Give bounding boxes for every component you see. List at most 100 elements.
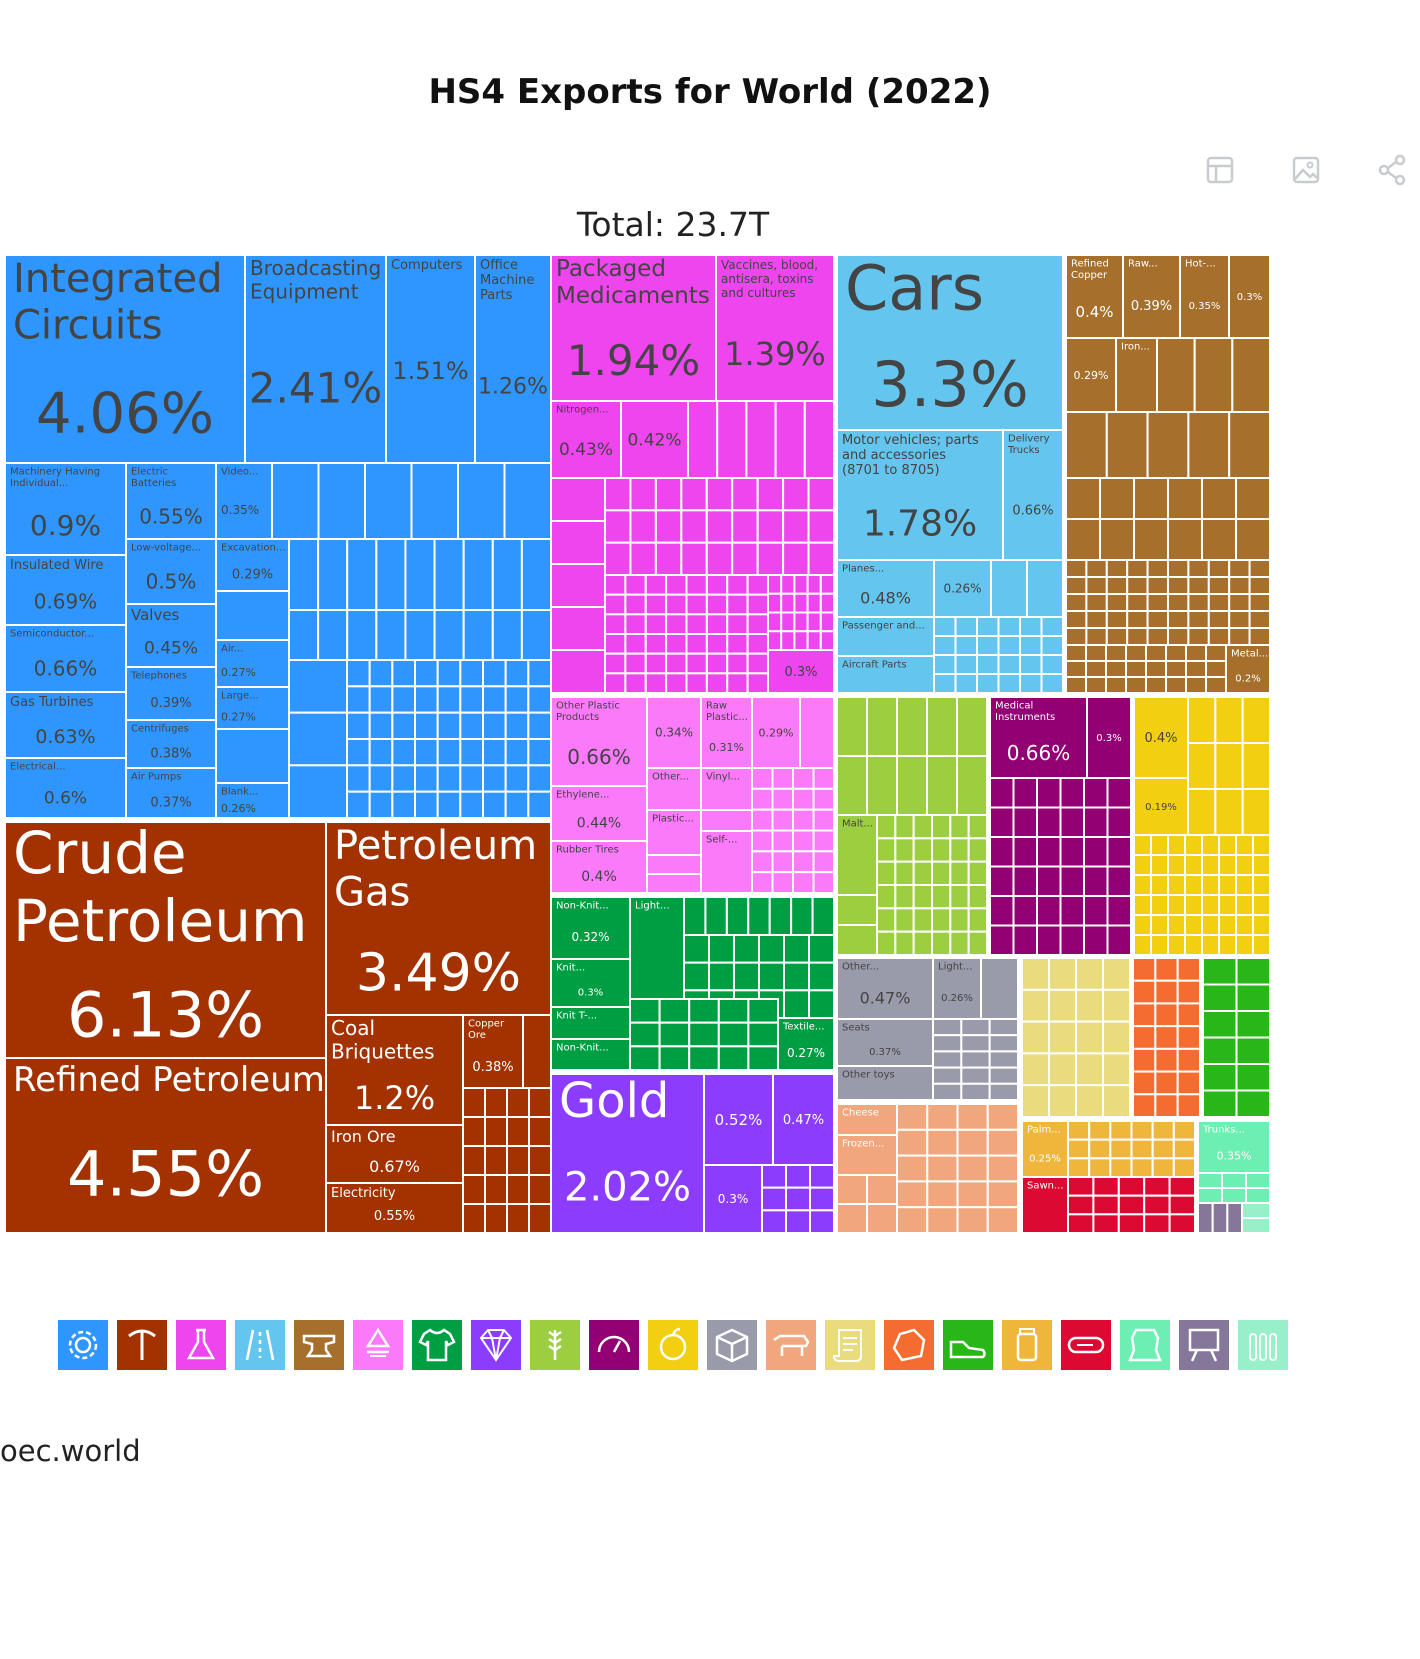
metals-d-cell[interactable] — [1105, 627, 1129, 646]
footwear-grid-cell[interactable] — [1235, 1010, 1271, 1039]
tile-rect[interactable] — [215, 538, 290, 592]
chemical-grid-c-cell[interactable] — [819, 574, 835, 595]
transport-b-cell[interactable] — [997, 654, 1021, 675]
wood-grid-cell[interactable] — [1168, 1213, 1196, 1235]
transport-b-cell[interactable] — [976, 635, 1000, 656]
paper-grid-cell[interactable] — [1102, 1020, 1131, 1055]
machines-cluster-a-cell[interactable] — [317, 462, 366, 540]
foodstuffs-b-cell[interactable] — [1184, 934, 1203, 956]
tile-rect[interactable] — [836, 655, 935, 694]
metals-d-cell[interactable] — [1126, 576, 1149, 595]
metals-e-cell[interactable] — [1085, 660, 1107, 678]
metals-e-cell[interactable] — [1065, 660, 1087, 678]
chemical-grid-b-cell[interactable] — [665, 672, 688, 694]
gold-small-cell[interactable] — [761, 1209, 787, 1235]
metals-d-cell[interactable] — [1248, 627, 1271, 646]
vegetables-right-cell[interactable] — [931, 814, 952, 840]
treemap-tile-plastic[interactable]: Plastic... — [646, 809, 702, 856]
chemical-row-cell[interactable] — [774, 400, 806, 479]
chemical-grid-a-cell[interactable] — [705, 477, 734, 512]
machines-cluster-g-cell[interactable] — [482, 764, 507, 793]
animal-grid-cell[interactable] — [986, 1128, 1019, 1157]
treemap-tile-other[interactable]: Other... — [646, 767, 702, 811]
treemap-tile-other-toys[interactable]: Other toys — [836, 1065, 934, 1101]
tile-rect[interactable] — [215, 639, 290, 688]
metals-d-cell[interactable] — [1207, 627, 1231, 646]
paper-grid-cell[interactable] — [1048, 1020, 1077, 1055]
chemical-grid-b-cell[interactable] — [624, 613, 647, 635]
stone-grid-cell[interactable] — [1132, 1047, 1157, 1073]
transport-b-cell[interactable] — [997, 673, 1021, 694]
plastics-b-cell[interactable] — [751, 871, 774, 895]
stone-icon[interactable] — [884, 1320, 934, 1370]
stone-grid-cell[interactable] — [1132, 1070, 1157, 1096]
metals-d-cell[interactable] — [1167, 610, 1190, 629]
textiles-a-cell[interactable] — [704, 896, 728, 936]
machines-cluster-g-cell[interactable] — [504, 738, 530, 767]
image-icon[interactable] — [1286, 150, 1326, 190]
textiles-a-cell[interactable] — [725, 896, 750, 936]
chemical-grid-b-cell[interactable] — [624, 652, 647, 675]
tile-rect[interactable] — [646, 696, 702, 769]
tile-rect[interactable] — [777, 1017, 835, 1071]
foodstuffs-a-cell[interactable] — [1241, 788, 1271, 836]
hide-icon[interactable] — [1120, 1320, 1170, 1370]
metals-c-cell[interactable] — [1099, 477, 1135, 520]
foodstuffs-b-cell[interactable] — [1201, 934, 1220, 956]
chemical-grid-c-cell[interactable] — [767, 592, 783, 614]
metals-d-cell[interactable] — [1187, 610, 1210, 629]
apple-icon[interactable] — [648, 1320, 698, 1370]
metals-e-cell[interactable] — [1105, 644, 1127, 662]
instruments-grid-cell[interactable] — [1059, 924, 1085, 956]
chemical-grid-b-cell[interactable] — [705, 652, 729, 675]
wood-grid-cell[interactable] — [1092, 1213, 1120, 1235]
stone-grid-cell[interactable] — [1132, 1025, 1157, 1050]
chemical-grid-b-cell[interactable] — [685, 633, 708, 655]
treemap-tile-large[interactable]: Large... 0.27% — [215, 686, 290, 730]
metals-e-cell[interactable] — [1165, 644, 1187, 662]
chemical-grid-a-cell[interactable] — [782, 541, 810, 577]
metals-d-cell[interactable] — [1187, 627, 1210, 646]
minerals-small-cell[interactable] — [462, 1174, 486, 1205]
transport-b-cell[interactable] — [954, 616, 978, 637]
transport-b-cell[interactable] — [976, 654, 1000, 675]
paper-grid-cell[interactable] — [1075, 988, 1104, 1023]
metals-c-cell[interactable] — [1099, 518, 1135, 561]
tile-rect[interactable] — [125, 538, 217, 605]
pickaxe-icon[interactable] — [117, 1320, 167, 1370]
minerals-small-cell[interactable] — [506, 1145, 530, 1176]
treemap-tile-gold-2[interactable]: 0.52% — [703, 1073, 774, 1166]
metals-d-cell[interactable] — [1167, 576, 1190, 595]
metals-d-cell[interactable] — [1228, 593, 1251, 612]
chemical-grid-b-cell[interactable] — [685, 574, 708, 596]
machines-cluster-g-cell[interactable] — [414, 790, 439, 820]
machines-cluster-g-cell[interactable] — [482, 659, 507, 688]
misc-b-cell[interactable] — [932, 1018, 963, 1037]
metals-d-cell[interactable] — [1105, 576, 1129, 595]
machines-cluster-g-cell[interactable] — [504, 685, 530, 714]
scroll-icon[interactable] — [825, 1320, 875, 1370]
chemical-grid-b-cell[interactable] — [746, 633, 769, 655]
treemap-tile-knit[interactable]: Knit... 0.3% — [550, 958, 631, 1008]
hides-grid-cell[interactable] — [1221, 1172, 1247, 1189]
tile-rect[interactable] — [4, 1057, 327, 1234]
metals-e-cell[interactable] — [1205, 644, 1227, 662]
chemical-left-col-cell[interactable] — [550, 520, 606, 565]
anvil-icon[interactable] — [294, 1320, 344, 1370]
vegetables-right-cell[interactable] — [967, 814, 989, 840]
metals-c-cell[interactable] — [1201, 477, 1237, 520]
treemap-tile-gold-3[interactable]: 0.47% — [772, 1073, 835, 1166]
animal-grid-cell[interactable] — [926, 1103, 959, 1131]
footwear-grid-cell[interactable] — [1202, 1010, 1238, 1039]
machines-cluster-b-cell[interactable] — [520, 538, 553, 611]
vegetables-right-cell[interactable] — [876, 837, 897, 863]
foodstuffs-b-cell[interactable] — [1201, 874, 1220, 896]
instruments-grid-cell[interactable] — [1036, 865, 1062, 897]
instruments-grid-cell[interactable] — [1106, 836, 1132, 868]
foodstuffs-a-cell[interactable] — [1187, 788, 1217, 836]
tile-rect[interactable] — [1228, 254, 1271, 339]
misc-b-cell[interactable] — [960, 1018, 991, 1037]
